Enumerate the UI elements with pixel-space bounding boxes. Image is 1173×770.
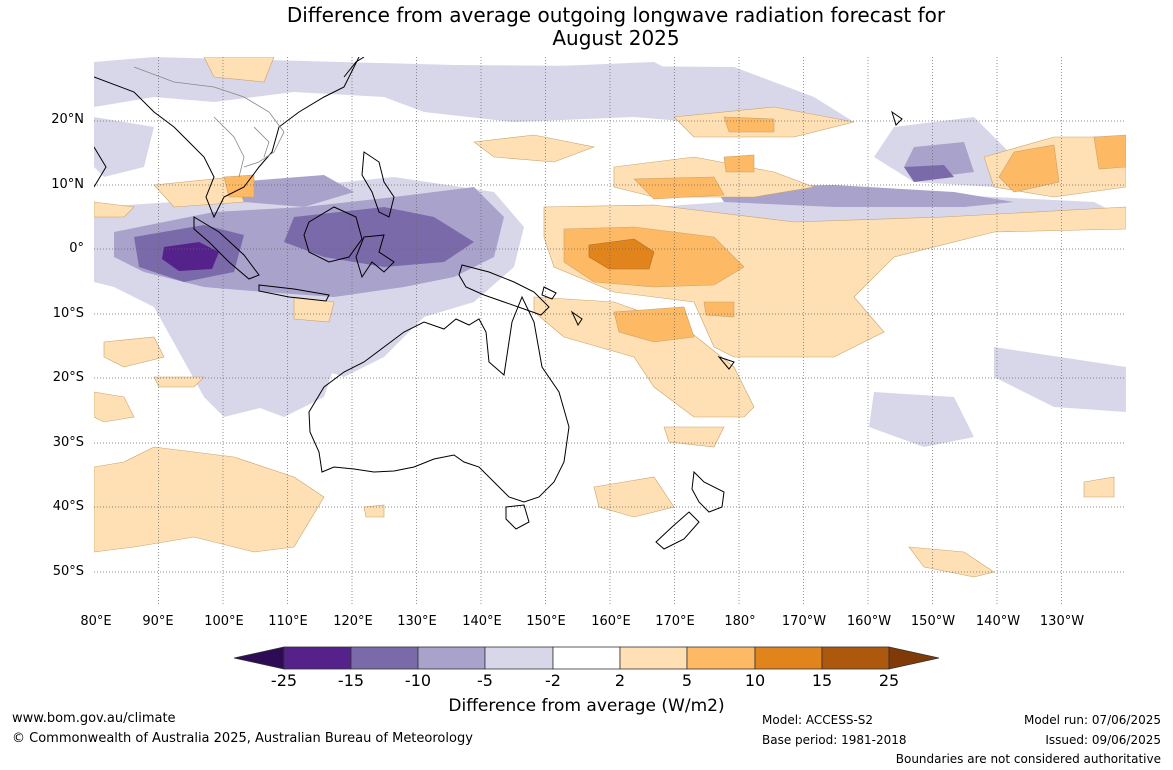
colorbar-title: Difference from average (W/m2)	[448, 696, 725, 716]
website-link[interactable]: www.bom.gov.au/climate	[12, 711, 176, 726]
graticule	[94, 57, 1126, 604]
lon-label-100e: 100°E	[204, 614, 244, 629]
colorbar-segment-5	[552, 646, 621, 670]
colorbar-segment-2	[350, 646, 419, 670]
lon-label-90e: 90°E	[142, 614, 174, 629]
colorbar	[234, 646, 939, 670]
lon-label-150e: 150°E	[526, 614, 566, 629]
lat-label-10s: 10°S	[52, 306, 84, 321]
hawaii-islands	[891, 110, 903, 126]
colorbar-segment-1	[283, 646, 352, 670]
copyright-text: © Commonwealth of Australia 2025, Austra…	[12, 731, 473, 746]
asia-mainland-coast	[94, 57, 360, 219]
java-coast	[258, 284, 330, 302]
lon-label-150w: 150°W	[910, 614, 956, 629]
new-guinea-coast	[458, 264, 550, 316]
borneo-coast	[303, 206, 363, 263]
lat-label-50s: 50°S	[52, 564, 84, 579]
colorbar-segment-8	[754, 646, 823, 670]
lon-label-110e: 110°E	[268, 614, 308, 629]
anomaly-map	[94, 57, 1126, 604]
colorbar-segment-7	[686, 646, 756, 670]
model-run-date: Model run: 07/06/2025	[1023, 713, 1161, 727]
anomaly-medium-positive	[223, 116, 1126, 343]
country-borders	[133, 66, 285, 178]
lat-label-20n: 20°N	[51, 112, 84, 127]
anomaly-strong-positive	[588, 238, 655, 270]
title-line-1: Difference from average outgoing longwav…	[286, 3, 946, 27]
nz-north-island	[691, 470, 725, 513]
lat-label-10n: 10°N	[51, 177, 84, 192]
colorbar-tick-neg15: -15	[337, 671, 365, 690]
sulawesi-coast	[355, 234, 395, 279]
colorbar-segment-10	[888, 646, 939, 670]
base-period: Base period: 1981-2018	[762, 733, 907, 747]
sumatra-coast	[193, 216, 260, 280]
colorbar-segment-9	[821, 646, 890, 670]
map-canvas	[94, 57, 1126, 604]
anomaly-extreme-negative	[162, 242, 219, 271]
lon-label-80e: 80°E	[80, 614, 112, 629]
lat-label-20s: 20°S	[52, 370, 84, 385]
solomon-islands	[570, 310, 583, 327]
title-line-2: August 2025	[552, 26, 680, 50]
colorbar-segment-3	[417, 646, 486, 670]
colorbar-tick-neg25: -25	[270, 671, 298, 690]
colorbar-tick-25: 25	[878, 671, 900, 690]
boundaries-disclaimer: Boundaries are not considered authoritat…	[895, 752, 1161, 766]
lat-label-40s: 40°S	[52, 499, 84, 514]
japan-coast	[343, 57, 365, 78]
lon-label-180: 180°	[724, 614, 756, 629]
australia-coast	[308, 295, 570, 503]
lon-label-140e: 140°E	[462, 614, 502, 629]
india-coast	[94, 146, 107, 188]
bismarck-islands	[541, 286, 557, 300]
model-name: Model: ACCESS-S2	[762, 713, 874, 727]
lon-label-170e: 170°E	[655, 614, 695, 629]
tasmania-coast	[505, 504, 530, 530]
colorbar-tick-10: 10	[744, 671, 766, 690]
colorbar-tick-neg5: -5	[477, 671, 493, 690]
colorbar-tick-15: 15	[811, 671, 833, 690]
lon-label-120e: 120°E	[333, 614, 373, 629]
issued-date: Issued: 09/06/2025	[1045, 733, 1161, 747]
lon-label-130e: 130°E	[397, 614, 437, 629]
colorbar-tick-2: 2	[614, 671, 626, 690]
colorbar-segment-4	[484, 646, 554, 670]
map-title: Difference from average outgoing longwav…	[0, 4, 1173, 50]
lon-label-130w: 130°W	[1039, 614, 1085, 629]
coastlines	[94, 57, 903, 550]
colorbar-segment-0	[234, 646, 285, 670]
lon-label-160e: 160°E	[591, 614, 631, 629]
nz-south-island	[655, 511, 700, 550]
lat-label-30s: 30°S	[52, 435, 84, 450]
lon-label-140w: 140°W	[975, 614, 1021, 629]
fiji-islands	[717, 355, 735, 370]
colorbar-tick-5: 5	[681, 671, 693, 690]
colorbar-tick-neg10: -10	[404, 671, 432, 690]
colorbar-segment-6	[619, 646, 688, 670]
lat-label-eq: 0°	[69, 241, 84, 256]
lon-label-160w: 160°W	[846, 614, 892, 629]
philippines-coast	[361, 151, 395, 218]
lon-label-170w: 170°W	[781, 614, 827, 629]
colorbar-tick-neg2: -2	[545, 671, 561, 690]
